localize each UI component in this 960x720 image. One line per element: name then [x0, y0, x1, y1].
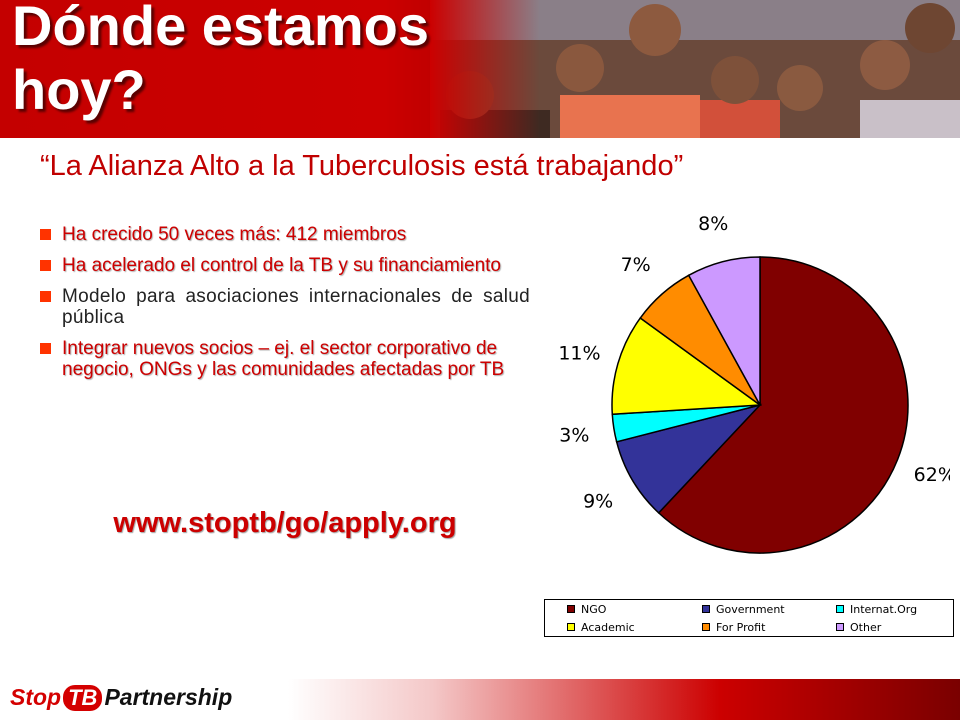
- pie-chart: 62% 9% 3% 11% 7% 8%: [558, 213, 950, 554]
- bullet-square-icon: [40, 291, 51, 302]
- header-banner: Dónde estamos hoy?: [0, 0, 960, 138]
- legend-swatch: [836, 605, 844, 613]
- pie-data-label: 11%: [558, 343, 600, 365]
- logo-stop-text: Stop: [10, 684, 62, 710]
- apply-url-link[interactable]: www.stoptb/go/apply.org: [113, 507, 457, 539]
- bullet-text: Ha crecido 50 veces más: 412 miembros: [62, 224, 407, 245]
- legend-swatch: [567, 605, 575, 613]
- bullet-list: Ha crecido 50 veces más: 412 miembros Ha…: [40, 224, 530, 390]
- pie-data-label: 7%: [621, 254, 651, 276]
- legend-label: NGO: [581, 603, 607, 616]
- bullet-text: Modelo para asociaciones internacionales…: [62, 286, 530, 328]
- legend-item: Government: [702, 603, 785, 617]
- footer-band: [0, 679, 960, 720]
- pie-data-label: 3%: [559, 424, 589, 446]
- bullet-item: Ha acelerado el control de la TB y su fi…: [40, 255, 530, 276]
- legend-label: Internat.Org: [850, 603, 918, 616]
- bullet-text: Ha acelerado el control de la TB y su fi…: [62, 255, 502, 276]
- pie-data-label: 9%: [583, 491, 613, 513]
- chart-legend: NGO Government Internat.Org Academic For Pro…: [544, 599, 954, 637]
- legend-item: Other: [836, 621, 881, 635]
- bullet-item: Ha crecido 50 veces más: 412 miembros: [40, 224, 530, 245]
- slide-subtitle: “La Alianza Alto a la Tuberculosis está …: [40, 150, 684, 182]
- bullet-square-icon: [40, 229, 51, 240]
- legend-label: For Profit: [716, 621, 766, 634]
- legend-swatch: [836, 623, 844, 631]
- pie-slice-government: [615, 403, 763, 514]
- legend-swatch: [567, 623, 575, 631]
- logo-tb-badge: TB: [63, 685, 103, 711]
- pie-data-label: 62%: [914, 464, 950, 486]
- legend-label: Academic: [581, 621, 635, 634]
- children-photo: [430, 0, 960, 138]
- legend-item: Internat.Org: [836, 603, 917, 617]
- bullet-square-icon: [40, 343, 51, 354]
- pie-slice-academic: [611, 316, 763, 416]
- stop-tb-partnership-logo: Stop TB Partnership: [10, 681, 232, 713]
- bullet-text: Integrar nuevos socios – ej. el sector c…: [62, 338, 505, 380]
- legend-label: Other: [850, 621, 882, 634]
- legend-swatch: [702, 605, 710, 613]
- legend-item: For Profit: [702, 621, 765, 635]
- pie-slice-ngo: [657, 256, 909, 554]
- legend-item: Academic: [567, 621, 635, 635]
- pie-slice-other: [687, 256, 761, 406]
- pie-data-label: 8%: [698, 213, 728, 235]
- legend-label: Government: [716, 603, 785, 616]
- legend-item: NGO: [567, 603, 606, 617]
- legend-swatch: [702, 623, 710, 631]
- bullet-square-icon: [40, 260, 51, 271]
- bullet-item: Modelo para asociaciones internacionales…: [40, 286, 530, 328]
- bullet-item: Integrar nuevos socios – ej. el sector c…: [40, 338, 530, 380]
- logo-partnership-text: Partnership: [104, 684, 233, 710]
- slide-title: Dónde estamos hoy?: [12, 0, 429, 121]
